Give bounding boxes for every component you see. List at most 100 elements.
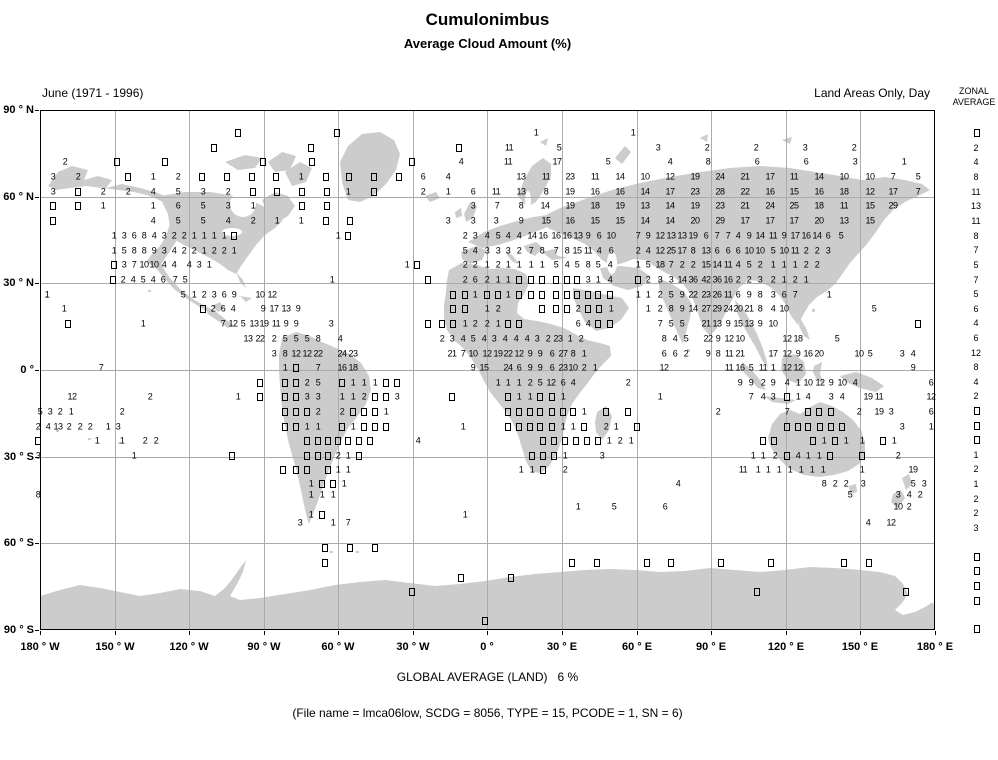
grid-value: 1 xyxy=(211,230,217,241)
grid-value-box xyxy=(784,393,790,401)
zonal-value-box xyxy=(974,567,980,575)
latitude-tick xyxy=(35,370,39,371)
grid-value-box xyxy=(832,437,838,445)
parallel-gridline xyxy=(40,457,935,458)
grid-value: 10 xyxy=(744,245,754,256)
grid-value: 1 xyxy=(61,303,67,314)
grid-value-box xyxy=(537,408,543,416)
grid-value: 11 xyxy=(874,391,884,402)
grid-value-box xyxy=(456,144,462,152)
grid-value: 3 xyxy=(921,478,927,489)
grid-value: 2 xyxy=(472,259,478,270)
grid-value: 4 xyxy=(513,333,519,344)
zonal-value: 6 xyxy=(973,304,979,314)
grid-value: 1 xyxy=(570,421,576,432)
grid-value-box xyxy=(508,574,514,582)
grid-value: 4 xyxy=(460,333,466,344)
grid-value-box xyxy=(257,393,263,401)
grid-value: 5 xyxy=(574,259,580,270)
grid-value: 22 xyxy=(313,348,323,359)
grid-value: 2 xyxy=(545,333,551,344)
grid-value: 2 xyxy=(211,245,217,256)
grid-value: 1 xyxy=(781,259,787,270)
grid-value: 1 xyxy=(505,289,511,300)
grid-value: 17 xyxy=(552,156,562,167)
grid-value: 1 xyxy=(150,200,156,211)
grid-value: 11 xyxy=(271,318,281,329)
grid-value: 22 xyxy=(740,186,750,197)
zonal-value: 6 xyxy=(973,333,979,343)
grid-value: 12 xyxy=(228,318,238,329)
grid-value: 19 xyxy=(874,406,884,417)
grid-value: 1 xyxy=(901,156,907,167)
latitude-label: 30 ° N xyxy=(3,277,34,289)
grid-value-box xyxy=(347,217,353,225)
grid-value: 15 xyxy=(701,259,711,270)
grid-value: 1 xyxy=(462,509,468,520)
grid-value: 12 xyxy=(665,171,675,182)
grid-value: 15 xyxy=(733,318,743,329)
grid-value-box xyxy=(585,305,591,313)
grid-value-box xyxy=(260,158,266,166)
grid-value: 17 xyxy=(269,303,279,314)
grid-value: 9 xyxy=(746,289,752,300)
grid-value: 11 xyxy=(789,171,799,182)
grid-value: 19 xyxy=(565,200,575,211)
grid-value: 8 xyxy=(715,348,721,359)
grid-value: 3 xyxy=(860,478,866,489)
grid-value: 21 xyxy=(740,200,750,211)
grid-value: 3 xyxy=(491,333,497,344)
grid-value: 6 xyxy=(735,245,741,256)
grid-value-box xyxy=(439,320,445,328)
grid-value-box xyxy=(335,437,341,445)
grid-value: 9 xyxy=(725,318,731,329)
grid-value-box xyxy=(224,173,230,181)
grid-value: 7 xyxy=(784,406,790,417)
grid-value: 12 xyxy=(267,289,277,300)
longitude-tick xyxy=(562,631,563,635)
grid-value: 3 xyxy=(657,274,663,285)
grid-value: 4 xyxy=(472,245,478,256)
grid-value: 4 xyxy=(150,274,156,285)
grid-value: 2 xyxy=(679,259,685,270)
grid-value-box xyxy=(634,423,640,431)
grid-value: 3 xyxy=(899,421,905,432)
grid-value: 5 xyxy=(748,362,754,373)
grid-value-box xyxy=(668,559,674,567)
zonal-value: 8 xyxy=(973,362,979,372)
grid-value: 2 xyxy=(250,215,256,226)
grid-value: 21 xyxy=(744,303,754,314)
grid-value-box xyxy=(367,437,373,445)
grid-value: 14 xyxy=(665,200,675,211)
grid-value: 24 xyxy=(723,303,733,314)
grid-value: 10 xyxy=(640,171,650,182)
grid-value-box xyxy=(553,305,559,313)
grid-value: 5 xyxy=(847,489,853,500)
grid-value: 1 xyxy=(298,215,304,226)
grid-value: 1 xyxy=(820,464,826,475)
grid-value: 20 xyxy=(690,215,700,226)
grid-value: 19 xyxy=(615,200,625,211)
latitude-tick xyxy=(35,197,39,198)
grid-value: 4 xyxy=(735,259,741,270)
grid-value: 12 xyxy=(865,186,875,197)
grid-value: 4 xyxy=(225,215,231,226)
grid-value: 2 xyxy=(715,406,721,417)
grid-value: 1 xyxy=(191,230,197,241)
longitude-label: 60 ° W xyxy=(321,641,355,653)
grid-value: 7 xyxy=(668,259,674,270)
grid-value-box xyxy=(75,202,81,210)
grid-value: 9 xyxy=(715,333,721,344)
grid-value: 15 xyxy=(572,245,582,256)
grid-value: 16 xyxy=(765,186,775,197)
grid-value-box xyxy=(539,305,545,313)
longitude-tick xyxy=(413,631,414,635)
grid-value: 4 xyxy=(445,171,451,182)
grid-value-box xyxy=(810,437,816,445)
grid-value: 1 xyxy=(529,464,535,475)
grid-value: 22 xyxy=(255,333,265,344)
grid-value: 6 xyxy=(928,377,934,388)
grid-value: 2 xyxy=(484,274,490,285)
grid-value-box xyxy=(324,202,330,210)
grid-value: 8 xyxy=(757,289,763,300)
